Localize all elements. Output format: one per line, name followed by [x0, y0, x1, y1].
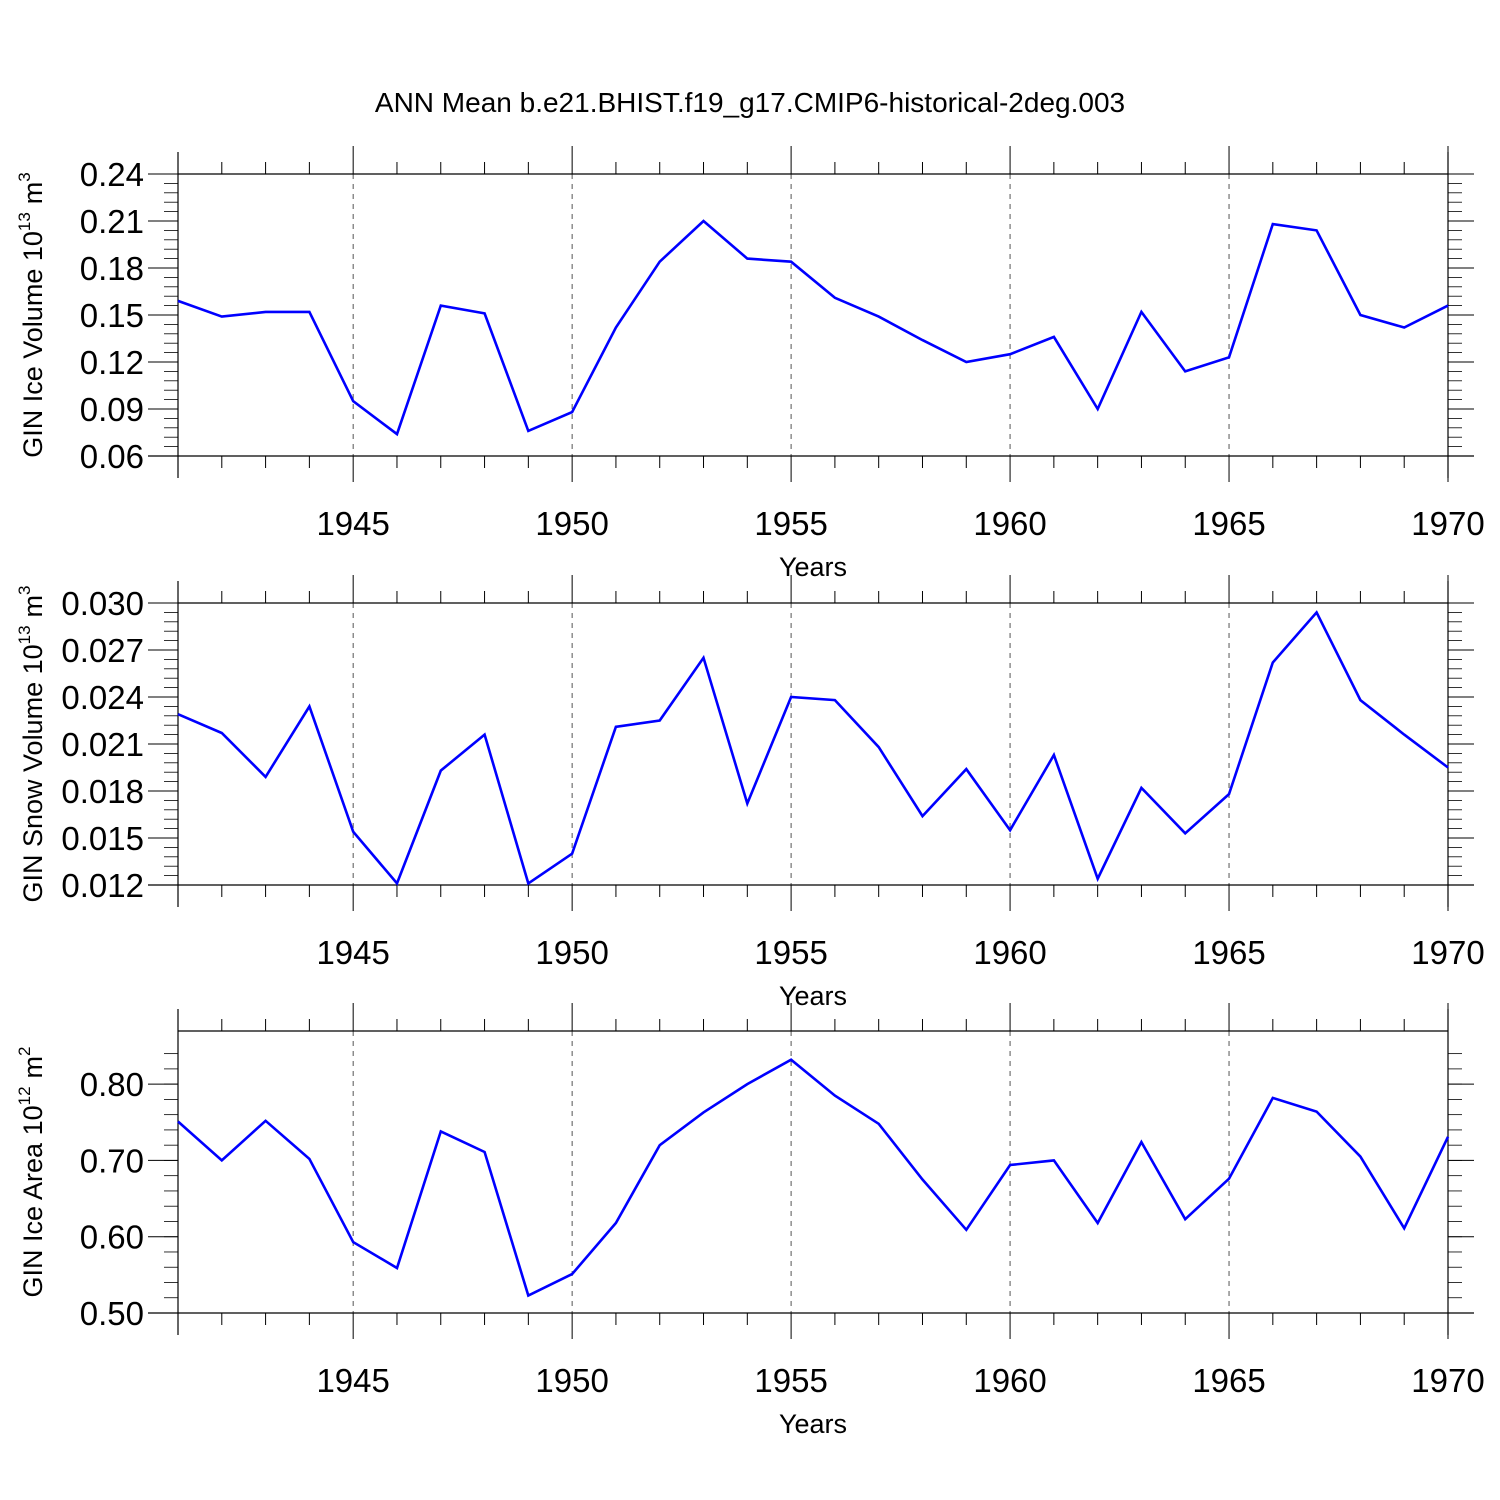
x-tick-label: 1945 [316, 934, 389, 971]
y-tick-label: 0.09 [80, 391, 144, 428]
y-tick-label: 0.030 [61, 585, 144, 622]
y-tick-label: 0.80 [80, 1066, 144, 1103]
y-axis-label-unit: m [18, 182, 48, 205]
x-tick-label: 1960 [973, 1362, 1046, 1399]
x-tick-label: 1950 [535, 934, 608, 971]
chart-title: ANN Mean b.e21.BHIST.f19_g17.CMIP6-histo… [375, 87, 1125, 118]
y-axis-label-unit: m [18, 595, 48, 618]
panel-1: 1945 1950 1955 1960 1965 1970 Years 0.06 0.09 0.1… [15, 146, 1485, 582]
x-tick-label: 1965 [1192, 934, 1265, 971]
y-tick-label: 0.15 [80, 297, 144, 334]
x-tick-label: 1955 [754, 934, 827, 971]
y-tick-label: 0.021 [61, 726, 144, 763]
y-tick-label: 0.60 [80, 1219, 144, 1256]
chart-panels: 1945 1950 1955 1960 1965 1970 Years 0.06 0.09 0.1… [15, 146, 1485, 1439]
y-tick-label: 0.027 [61, 632, 144, 669]
y-tick-label: 0.70 [80, 1142, 144, 1179]
y-tick-label: 0.12 [80, 344, 144, 381]
y-axis-label-exponent: 13 [15, 212, 34, 231]
y-axis-label-unit-exponent: 3 [15, 585, 34, 594]
y-axis-label-exponent: 12 [15, 1086, 34, 1105]
y-axis-label-exponent: 13 [15, 625, 34, 644]
x-tick-label: 1955 [754, 505, 827, 542]
y-tick-label: 0.015 [61, 820, 144, 857]
x-tick-label: 1960 [973, 934, 1046, 971]
x-tick-label: 1955 [754, 1362, 827, 1399]
y-tick-label: 0.018 [61, 773, 144, 810]
x-tick-label: 1965 [1192, 505, 1265, 542]
y-tick-label: 0.06 [80, 438, 144, 475]
x-tick-label: 1965 [1192, 1362, 1265, 1399]
x-axis-label: Years [779, 981, 847, 1011]
x-axis-label: Years [779, 1409, 847, 1439]
y-tick-label: 0.21 [80, 203, 144, 240]
y-axis-label: GIN Ice Area 1012 m2 [15, 1047, 48, 1298]
x-tick-label: 1970 [1411, 1362, 1484, 1399]
y-axis-label-text: GIN Ice Volume 10 [18, 231, 48, 458]
x-tick-label: 1945 [316, 1362, 389, 1399]
y-axis-label: GIN Ice Volume 1013 m3 [15, 172, 48, 458]
x-tick-label: 1970 [1411, 934, 1484, 971]
y-axis-label-unit-exponent: 2 [15, 1047, 34, 1056]
x-tick-label: 1970 [1411, 505, 1484, 542]
x-tick-label: 1945 [316, 505, 389, 542]
x-tick-label: 1950 [535, 1362, 608, 1399]
y-tick-label: 0.18 [80, 250, 144, 287]
y-axis-label-text: GIN Ice Area 10 [18, 1105, 48, 1297]
x-axis-label: Years [779, 552, 847, 582]
y-axis-label-text: GIN Snow Volume 10 [18, 644, 48, 902]
y-axis-label-unit: m [18, 1056, 48, 1079]
y-axis-label-unit-exponent: 3 [15, 172, 34, 181]
panel-3: 1945 1950 1955 1960 1965 1970 Years 0.50 0.60 0.7… [15, 1003, 1485, 1439]
panel-2: 1945 1950 1955 1960 1965 1970 Years 0.012 0.015 0… [15, 575, 1485, 1011]
series-line [177, 610, 1449, 886]
y-tick-label: 0.024 [61, 679, 144, 716]
y-axis-label: GIN Snow Volume 1013 m3 [15, 585, 48, 902]
y-tick-label: 0.50 [80, 1295, 144, 1332]
y-tick-label: 0.24 [80, 156, 144, 193]
series-line [177, 1058, 1450, 1298]
series-line [177, 219, 1449, 437]
x-tick-label: 1950 [535, 505, 608, 542]
x-tick-label: 1960 [973, 505, 1046, 542]
y-tick-label: 0.012 [61, 867, 144, 904]
